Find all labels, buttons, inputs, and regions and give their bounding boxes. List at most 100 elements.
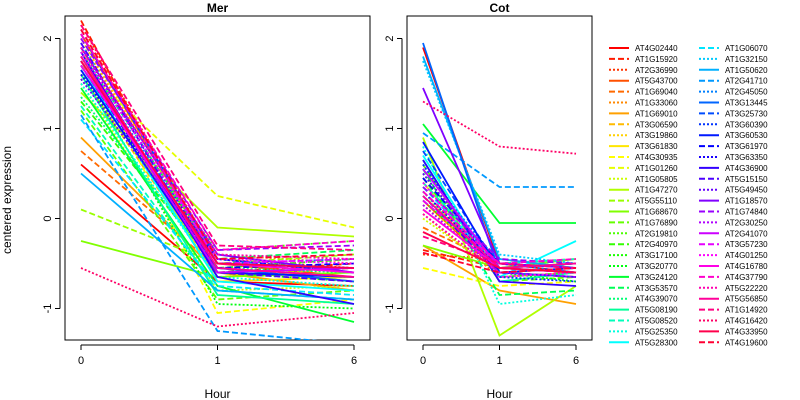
y-tick-label: 0 [42,215,54,221]
series-line-at1g33060 [80,42,355,265]
series-line-at2g40970 [80,100,355,269]
legend-label: AT1G33060 [635,99,678,108]
legend-label: AT1G18570 [725,197,768,206]
series-line-at1g50620 [80,172,355,301]
legend-label: AT5G55110 [635,197,678,206]
series-line-at4g33950 [422,231,577,274]
series-group [80,20,355,340]
series-line-at1g76890 [80,109,355,301]
series-line-at2g30250 [422,204,577,278]
y-tick-label: 1 [384,125,396,131]
series-line-at5g22220 [422,213,577,274]
x-axis-title: Hour [204,387,230,400]
series-line-at1g33060 [422,213,577,278]
series-line-at3g25730 [80,33,355,274]
legend-label: AT1G50620 [725,66,768,75]
series-line-at4g39070 [422,190,577,274]
series-line-at1g32150 [80,42,355,274]
series-line-at5g43700 [80,33,355,278]
legend-label: AT2G40970 [635,240,678,249]
panel-title: Mer [207,1,229,15]
legend-label: AT5G25350 [635,327,678,336]
series-line-at1g50620 [422,56,577,269]
x-tick-label: 6 [573,355,579,367]
series-line-at3g19860 [80,38,355,274]
series-line-at1g69010 [422,244,577,305]
legend-label: AT3G13445 [725,99,768,108]
legend-label: AT1G06070 [725,44,768,53]
x-tick-label: 0 [420,355,426,367]
legend-label: AT3G60390 [725,120,768,129]
legend-label: AT5G15150 [725,175,768,184]
plot-frame [406,15,593,341]
x-tick-label: 0 [78,355,84,367]
legend-label: AT5G08190 [635,306,678,315]
legend-label: AT1G76890 [635,218,678,227]
legend-label: AT2G45050 [725,88,768,97]
series-line-at4g33950 [80,60,355,269]
y-tick-label: -1 [42,304,54,314]
series-line-at5g15150 [80,42,355,283]
series-line-at1g14920 [80,24,355,251]
legend-label: AT2G36990 [635,66,678,75]
legend-label: AT3G20770 [635,262,678,271]
y-tick-label: 0 [384,215,396,221]
y-tick-label: -1 [384,304,396,314]
legend-label: AT1G69010 [635,109,678,118]
legend-label: AT1G68670 [635,208,678,217]
x-tick-label: 1 [496,355,502,367]
series-line-at3g53570 [422,168,577,296]
legend-label: AT4G16420 [725,317,768,326]
legend-label: AT4G33950 [725,327,768,336]
legend-label: AT3G06590 [635,120,678,129]
series-line-at4g37790 [422,190,577,265]
series-line-at1g06070 [80,118,355,296]
legend-label: AT4G01250 [725,251,768,260]
legend-label: AT1G15920 [635,55,678,64]
y-tick-label: 1 [42,125,54,131]
legend-label: AT1G05805 [635,175,678,184]
panel-cot: Cot -1 0 1 2 0 1 6 Hour [384,1,593,400]
series-line-at1g74840 [422,186,577,265]
legend-label: AT3G53570 [635,284,678,293]
legend-label: AT3G57230 [725,240,768,249]
legend: AT4G02440 AT1G15920 AT2G36990 AT5G43700 AT1G… [609,44,768,347]
legend-label: AT1G74840 [725,208,768,217]
legend-label: AT4G02440 [635,44,678,53]
legend-label: AT3G61970 [725,142,768,151]
plot-frame [64,15,371,341]
legend-label: AT3G60530 [725,131,768,140]
legend-label: AT5G43700 [635,77,678,86]
series-line-at2g41710 [80,114,318,340]
legend-label: AT2G19810 [635,229,678,238]
series-line-at4g19600 [422,251,577,274]
legend-label: AT1G69040 [635,88,678,97]
series-line-at4g16420 [422,100,577,155]
series-line-at2g41070 [80,60,355,274]
series-line-at4g39070 [80,96,355,274]
legend-label: AT5G28300 [635,338,678,347]
legend-label: AT4G19600 [725,338,768,347]
legend-label: AT3G63350 [725,153,768,162]
series-line-at4g36900 [422,159,577,287]
legend-label: AT5G56850 [725,295,768,304]
x-tick-label: 6 [351,355,357,367]
legend-label: AT2G30250 [725,218,768,227]
y-tick-label: 2 [42,35,54,41]
panel-mer: Mer -1 0 1 2 0 1 6 Hour [42,1,371,400]
series-line-at4g16420 [80,267,355,328]
series-line-at4g01250 [80,51,355,265]
series-line-at3g60390 [80,47,355,269]
legend-label: AT4G36900 [725,164,768,173]
legend-label: AT1G47270 [635,186,678,195]
legend-label: AT3G17100 [635,251,678,260]
series-line-at5g08190 [80,74,355,305]
legend-label: AT1G01260 [635,164,678,173]
legend-label: AT4G39070 [635,295,678,304]
legend-label: AT3G61830 [635,142,678,151]
series-line-at4g01250 [422,181,577,278]
x-axis-title: Hour [486,387,512,400]
panel-title: Cot [490,1,510,15]
series-group [422,42,577,337]
legend-label: AT1G14920 [725,306,768,315]
